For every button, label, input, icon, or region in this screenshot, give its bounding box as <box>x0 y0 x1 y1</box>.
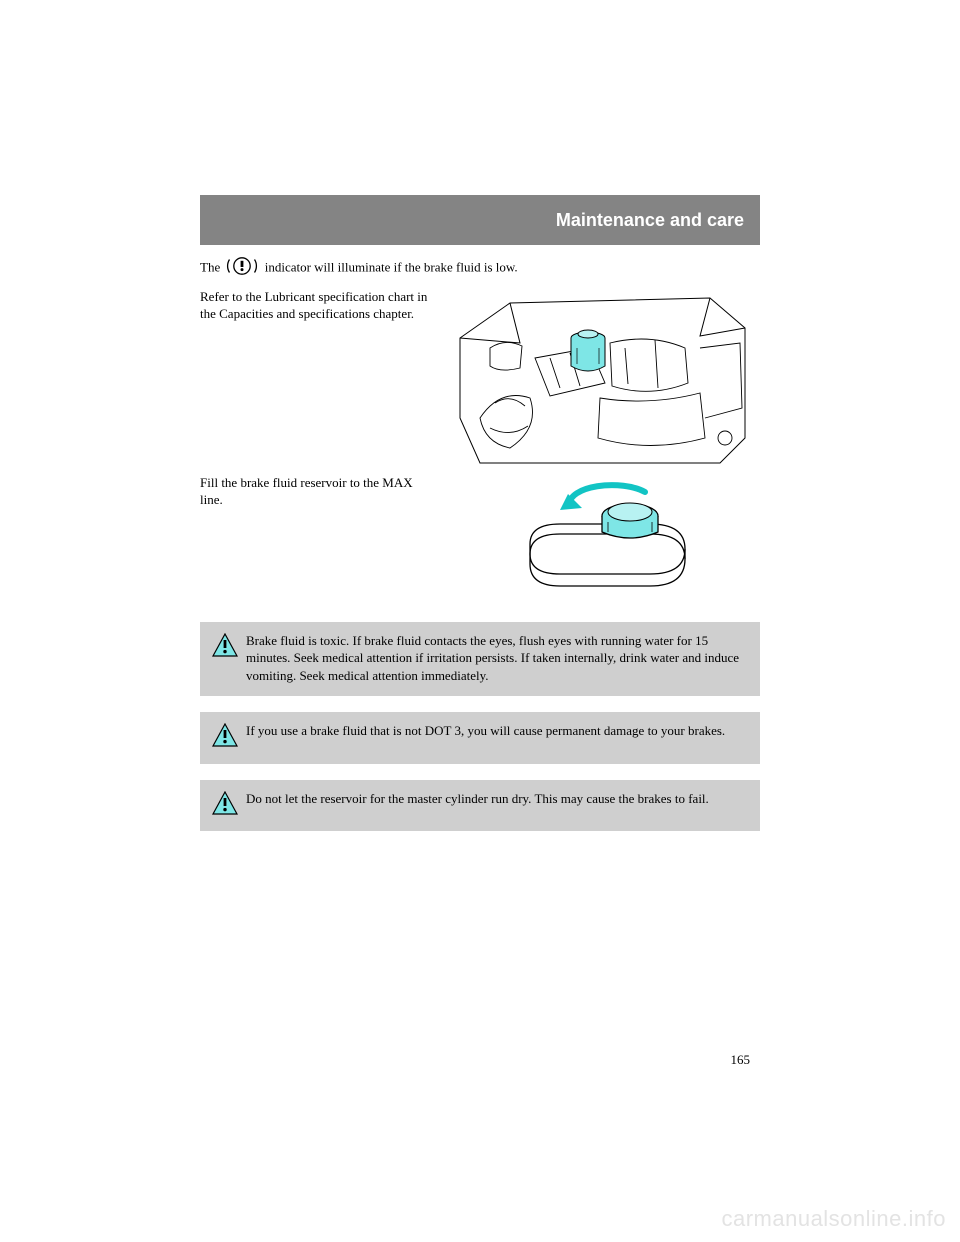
warning-row: Do not let the reservoir for the master … <box>212 790 748 820</box>
warning-box-1: Brake fluid is toxic. If brake fluid con… <box>200 622 760 697</box>
content-area: Maintenance and care The indicator will … <box>200 195 760 831</box>
warning-triangle-icon <box>212 723 238 752</box>
warning-row: If you use a brake fluid that is not DOT… <box>212 722 748 752</box>
section-header: Maintenance and care <box>200 195 760 245</box>
section-title: Maintenance and care <box>556 210 744 231</box>
page-number: 165 <box>731 1052 751 1068</box>
watermark: carmanualsonline.info <box>721 1206 946 1232</box>
intro-prefix: The <box>200 259 223 274</box>
reservoir-cap-diagram <box>440 474 760 604</box>
warning-text-3: Do not let the reservoir for the master … <box>246 790 748 808</box>
warning-triangle-icon <box>212 633 238 662</box>
warning-text-1: Brake fluid is toxic. If brake fluid con… <box>246 632 748 685</box>
figure-row-2: Fill the brake fluid reservoir to the MA… <box>200 474 760 604</box>
figure1-text: Refer to the Lubricant specification cha… <box>200 288 440 468</box>
warning-box-3: Do not let the reservoir for the master … <box>200 780 760 832</box>
intro-row: The indicator will illuminate if the bra… <box>200 257 760 280</box>
figure2-text: Fill the brake fluid reservoir to the MA… <box>200 474 440 604</box>
warning-triangle-icon <box>212 791 238 820</box>
warning-row: Brake fluid is toxic. If brake fluid con… <box>212 632 748 685</box>
page: Maintenance and care The indicator will … <box>0 0 960 1242</box>
warning-box-2: If you use a brake fluid that is not DOT… <box>200 712 760 764</box>
brake-warning-icon <box>225 257 259 280</box>
figure-row-1: Refer to the Lubricant specification cha… <box>200 288 760 468</box>
intro-mid: indicator will illuminate if the brake f… <box>265 259 518 274</box>
intro-text: The indicator will illuminate if the bra… <box>200 257 518 280</box>
warning-text-2: If you use a brake fluid that is not DOT… <box>246 722 748 740</box>
engine-bay-diagram <box>440 288 760 468</box>
